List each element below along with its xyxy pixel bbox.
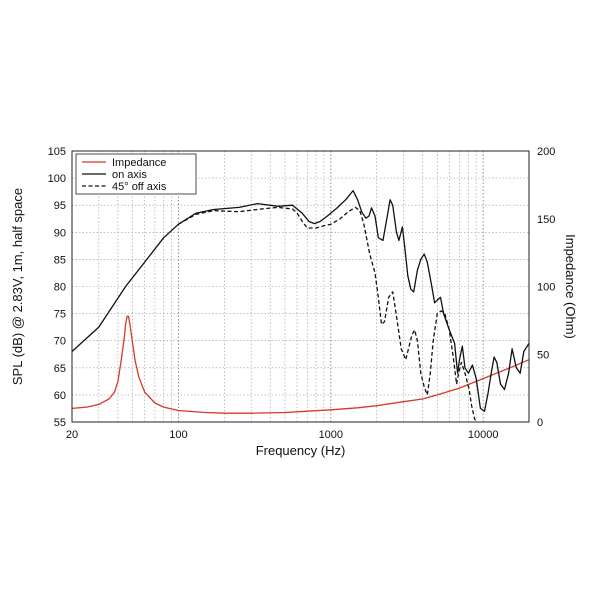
series-line-impedance <box>71 315 530 414</box>
legend-label-on-axis: on axis <box>112 169 147 181</box>
x-tick-label: 1000 <box>319 429 343 441</box>
y2-tick-label: 50 <box>537 349 549 361</box>
legend: Impedance on axis 45° off axis <box>75 153 197 195</box>
plot-frame <box>71 150 530 423</box>
y-tick-label: 95 <box>54 200 66 212</box>
legend-label-45-off-axis: 45° off axis <box>112 181 167 193</box>
y-tick-label: 70 <box>54 336 66 348</box>
y2-tick-label: 100 <box>537 282 555 294</box>
legend-label-impedance: Impedance <box>112 157 166 169</box>
tick-labels: 55 60 65 70 75 80 85 90 95 100 105 0 50 100 150 200 20 10… <box>48 146 556 441</box>
x-tick-label: 20 <box>66 429 78 441</box>
series-line-45-off-axis <box>178 206 479 423</box>
x-tick-label: 100 <box>169 429 187 441</box>
x-tick-label: 10000 <box>468 429 499 441</box>
y-tick-label: 75 <box>54 309 66 321</box>
y-tick-label: 105 <box>48 146 66 158</box>
y-tick-label: 65 <box>54 363 66 375</box>
y-tick-label: 80 <box>54 282 66 294</box>
y-tick-label: 60 <box>54 390 66 402</box>
y-axis-title: SPL (dB) @ 2.83V, 1m, half space <box>10 188 25 385</box>
x-axis-title: Frequency (Hz) <box>256 443 346 458</box>
series-line-on-axis <box>71 189 530 412</box>
y2-tick-label: 150 <box>537 214 555 226</box>
y-tick-label: 100 <box>48 173 66 185</box>
y-tick-label: 85 <box>54 254 66 266</box>
series-layer <box>71 189 530 423</box>
y-tick-label: 90 <box>54 227 66 239</box>
y-tick-label: 55 <box>54 417 66 429</box>
y2-axis-title: Impedance (Ohm) <box>563 234 578 339</box>
y2-tick-label: 200 <box>537 146 555 158</box>
y2-tick-label: 0 <box>537 417 543 429</box>
